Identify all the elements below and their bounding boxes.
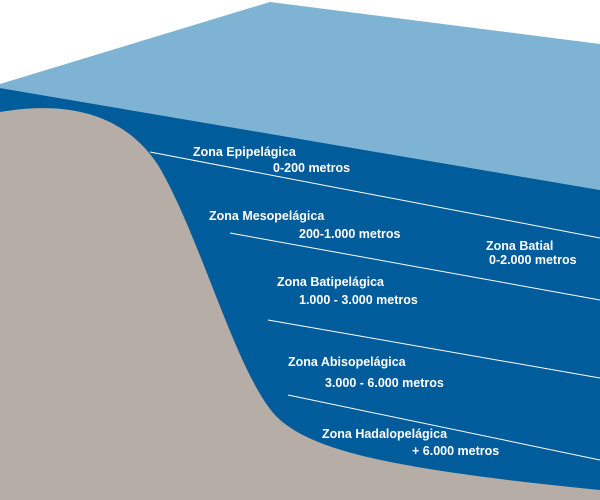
batial-name: Zona Batial [486,239,553,253]
zone-name: Zona Epipelágica [193,145,297,159]
zone-name: Zona Batipelágica [277,275,385,289]
batial-depth: 0-2.000 metros [489,253,577,267]
zone-depth: 200-1.000 metros [299,227,401,241]
zone-name: Zona Abisopelágica [288,355,407,369]
zone-name: Zona Hadalopelágica [322,427,448,441]
zone-depth: 3.000 - 6.000 metros [325,376,444,390]
zone-name: Zona Mesopelágica [209,209,325,223]
zone-boundary [267,319,600,379]
zone-boundary [287,394,600,461]
seafloor [0,108,600,500]
zone-depth: 0-200 metros [273,161,350,175]
zone-depth: 1.000 - 3.000 metros [299,293,418,307]
zone-lines [149,151,600,461]
ocean-surface [0,2,600,190]
zone-depth: + 6.000 metros [412,444,499,458]
zone-boundary [229,232,600,301]
zone-boundary [149,151,600,239]
